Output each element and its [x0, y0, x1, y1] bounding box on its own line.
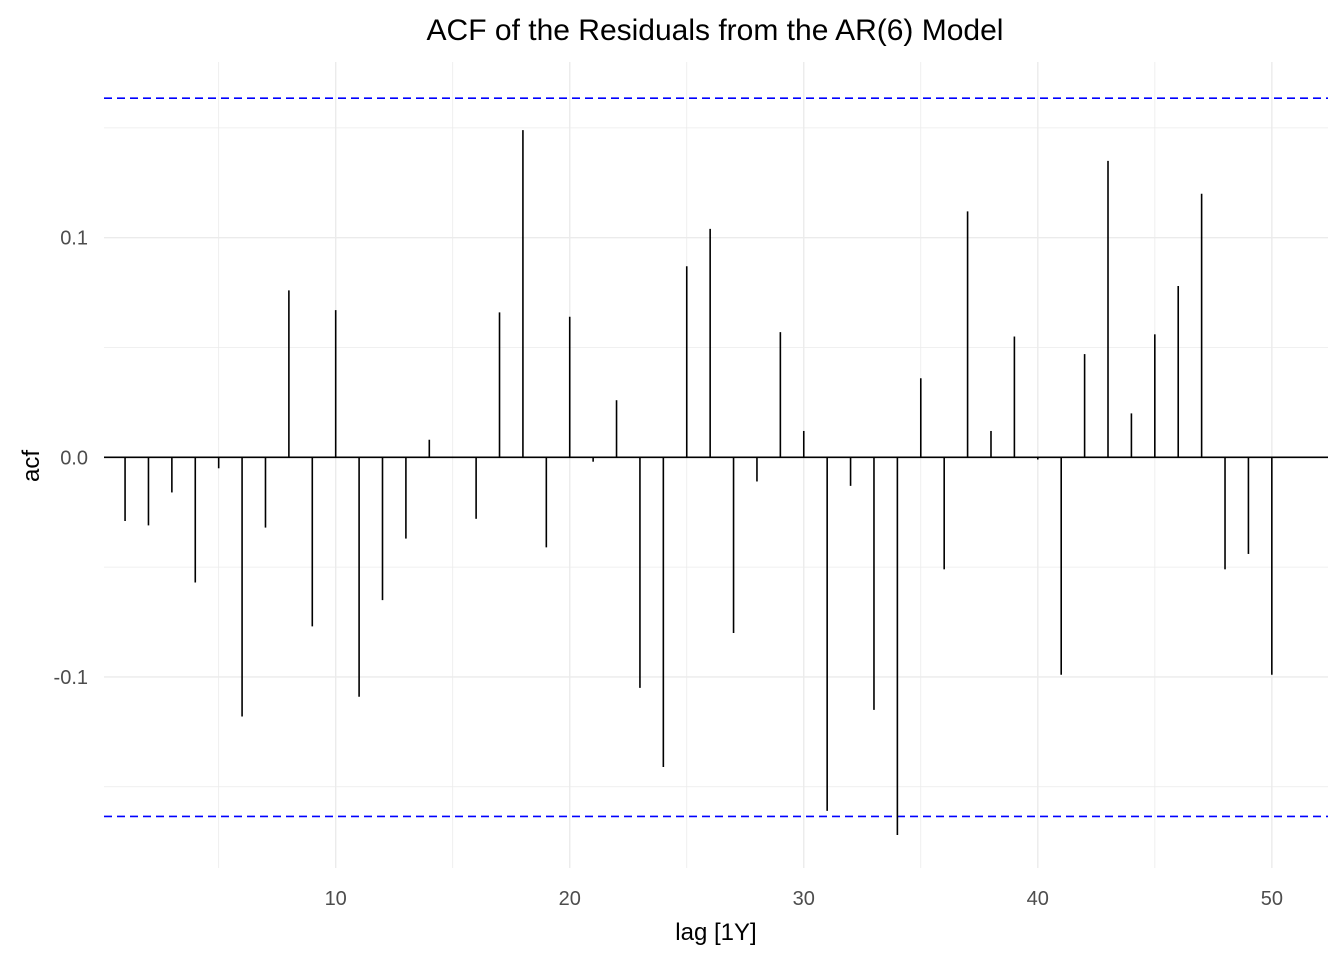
chart-title: ACF of the Residuals from the AR(6) Mode…: [427, 14, 1004, 47]
y-tick-label: -0.1: [54, 667, 88, 689]
x-tick-label: 20: [559, 888, 581, 910]
x-tick-labels: 10 20 30 40 50: [325, 888, 1283, 910]
x-tick-label: 50: [1261, 888, 1283, 910]
confidence-bounds: [104, 97, 1328, 818]
y-tick-labels: -0.1 0.0 0.1: [54, 228, 88, 689]
x-axis-label: lag [1Y]: [675, 919, 756, 946]
grid-lines: [104, 62, 1328, 868]
acf-spikes: [124, 130, 1273, 836]
x-tick-label: 40: [1027, 888, 1049, 910]
y-tick-label: 0.0: [60, 447, 88, 469]
x-tick-label: 30: [793, 888, 815, 910]
y-axis-label: acf: [18, 450, 45, 482]
x-tick-label: 10: [325, 888, 347, 910]
y-tick-label: 0.1: [60, 228, 88, 250]
